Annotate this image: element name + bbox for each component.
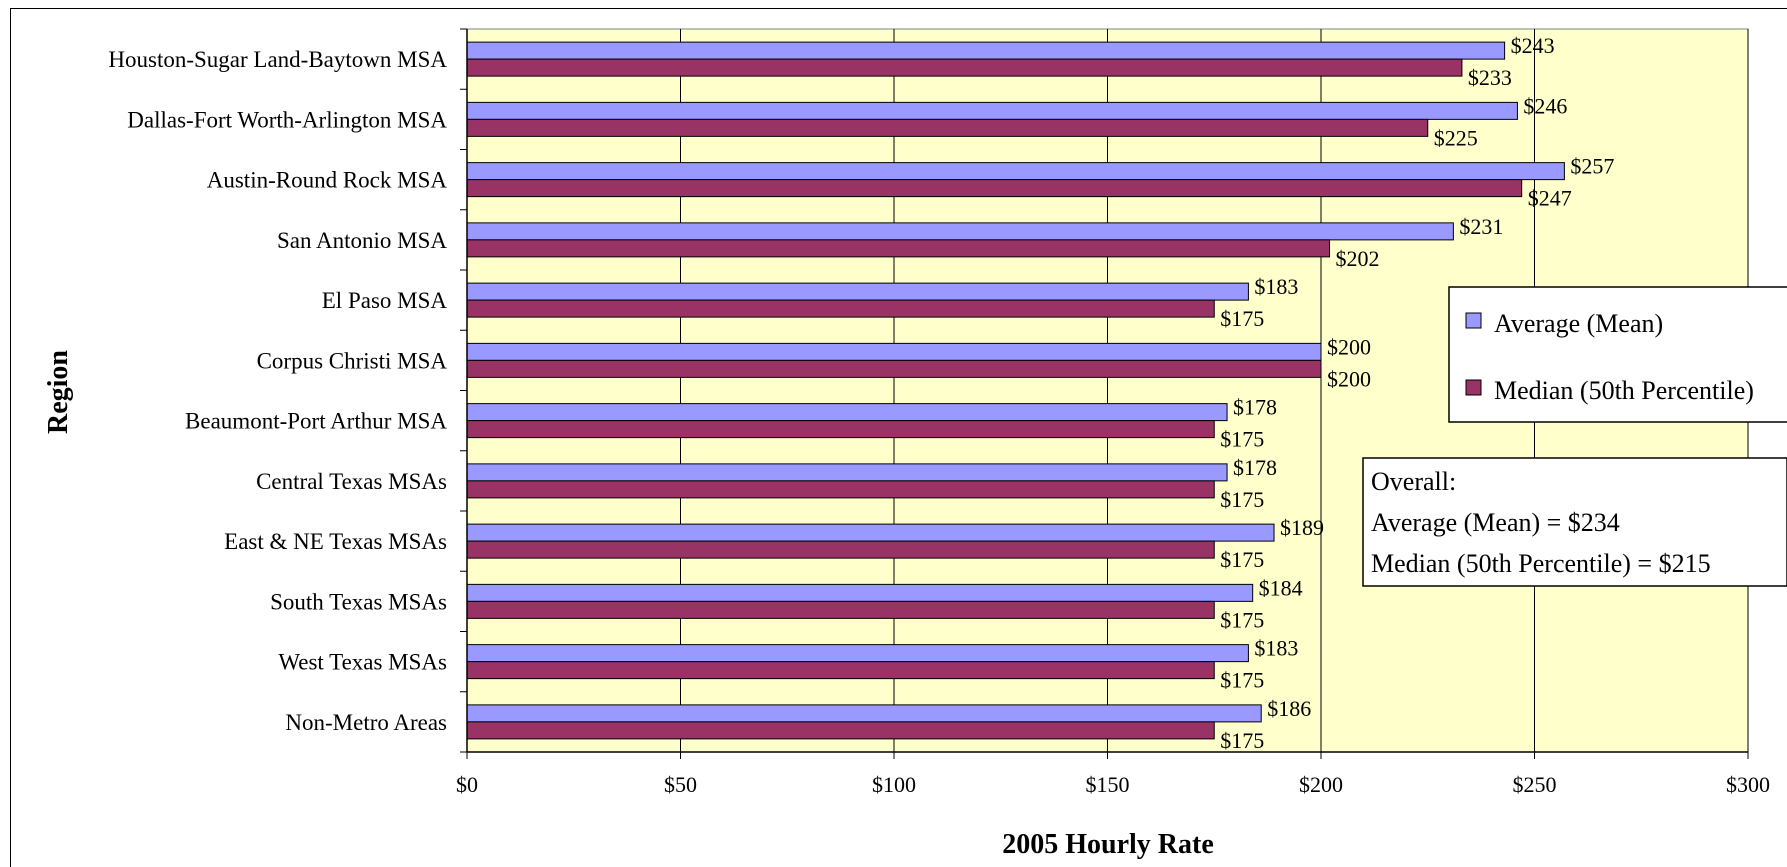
bar-median — [466, 299, 1215, 318]
data-label-median: $175 — [1220, 487, 1264, 512]
category-label: Dallas-Fort Worth-Arlington MSA — [127, 107, 447, 132]
category-label: Corpus Christi MSA — [257, 348, 448, 373]
category-label: Beaumont-Port Arthur MSA — [185, 409, 447, 434]
data-label-median: $175 — [1220, 607, 1264, 632]
bar-median — [466, 179, 1523, 198]
data-label-mean: $178 — [1233, 455, 1277, 480]
bar-mean — [466, 41, 1506, 60]
data-label-mean: $178 — [1233, 395, 1277, 420]
overall-annotation: Overall: Average (Mean) = $234 Median (5… — [1362, 457, 1787, 587]
data-label-mean: $243 — [1511, 33, 1555, 58]
x-tick-label: $250 — [1513, 772, 1557, 797]
data-label-median: $175 — [1220, 427, 1264, 452]
category-label: East & NE Texas MSAs — [224, 529, 447, 554]
category-label: El Paso MSA — [322, 288, 448, 313]
category-label: South Texas MSAs — [270, 589, 447, 614]
bar-mean — [466, 463, 1228, 482]
bar-median — [466, 420, 1215, 439]
category-label: San Antonio MSA — [277, 228, 447, 253]
bar-median — [466, 480, 1215, 499]
x-axis-title: 2005 Hourly Rate — [1002, 829, 1214, 860]
data-label-median: $225 — [1434, 125, 1478, 150]
legend-label-mean: Average (Mean) — [1494, 309, 1663, 338]
data-label-median: $175 — [1220, 668, 1264, 693]
x-tick-label: $200 — [1299, 772, 1343, 797]
data-label-mean: $257 — [1570, 154, 1614, 179]
data-label-mean: $183 — [1254, 274, 1298, 299]
bar-mean — [466, 282, 1249, 301]
legend-swatch-median — [1465, 379, 1482, 396]
data-label-median: $200 — [1327, 366, 1371, 391]
category-label: Austin-Round Rock MSA — [207, 168, 448, 193]
data-label-median: $175 — [1220, 306, 1264, 331]
x-tick-label: $150 — [1086, 772, 1130, 797]
bar-mean — [466, 704, 1262, 723]
bar-mean — [466, 222, 1454, 241]
bar-median — [466, 118, 1429, 137]
x-tick-label: $300 — [1726, 772, 1770, 797]
category-label: Non-Metro Areas — [285, 710, 447, 735]
bar-median — [466, 239, 1331, 258]
bar-mean — [466, 403, 1228, 422]
bar-mean — [466, 162, 1565, 181]
legend-swatch-mean — [1465, 312, 1482, 329]
category-label: Central Texas MSAs — [256, 469, 447, 494]
annotation-line-3: Median (50th Percentile) = $215 — [1371, 549, 1711, 578]
bar-mean — [466, 644, 1249, 663]
data-label-median: $175 — [1220, 547, 1264, 572]
legend: Average (Mean) Median (50th Percentile) — [1448, 286, 1787, 423]
data-labels: $243 $233 $246 $225 $257 $247 $231 $202 $183 $175… — [1220, 33, 1614, 753]
data-label-mean: $200 — [1327, 334, 1371, 359]
legend-label-median: Median (50th Percentile) — [1494, 376, 1754, 405]
bar-mean — [466, 583, 1254, 602]
category-label: West Texas MSAs — [278, 650, 447, 675]
bar-median — [466, 540, 1215, 559]
bar-median — [466, 58, 1463, 77]
data-label-mean: $184 — [1259, 575, 1303, 600]
data-label-median: $247 — [1528, 186, 1572, 211]
category-label: Houston-Sugar Land-Baytown MSA — [108, 47, 447, 72]
data-label-mean: $246 — [1523, 93, 1567, 118]
data-label-median: $175 — [1220, 728, 1264, 753]
bar-median — [466, 359, 1322, 378]
bar-mean — [466, 342, 1322, 361]
bar-median — [466, 661, 1215, 680]
annotation-line-2: Average (Mean) = $234 — [1371, 508, 1620, 537]
bar-mean — [466, 101, 1518, 120]
data-label-mean: $183 — [1254, 636, 1298, 661]
y-axis-title: Region — [43, 350, 74, 434]
data-label-mean: $189 — [1280, 515, 1324, 540]
bar-median — [466, 721, 1215, 740]
annotation-box — [1362, 457, 1787, 587]
x-tick-label: $100 — [872, 772, 916, 797]
legend-box — [1448, 286, 1787, 423]
data-label-median: $233 — [1468, 65, 1512, 90]
data-label-mean: $186 — [1267, 696, 1311, 721]
bar-median — [466, 600, 1215, 619]
x-tick-label: $0 — [456, 772, 478, 797]
bar-mean — [466, 523, 1275, 542]
category-labels: Houston-Sugar Land-Baytown MSA Dallas-For… — [108, 47, 447, 735]
bars — [466, 41, 1565, 740]
data-label-median: $202 — [1336, 246, 1380, 271]
x-tick-labels: $0 $50 $100 $150 $200 $250 $300 — [456, 752, 1770, 797]
annotation-line-1: Overall: — [1371, 467, 1456, 496]
data-label-mean: $231 — [1459, 214, 1503, 239]
x-tick-label: $50 — [664, 772, 697, 797]
